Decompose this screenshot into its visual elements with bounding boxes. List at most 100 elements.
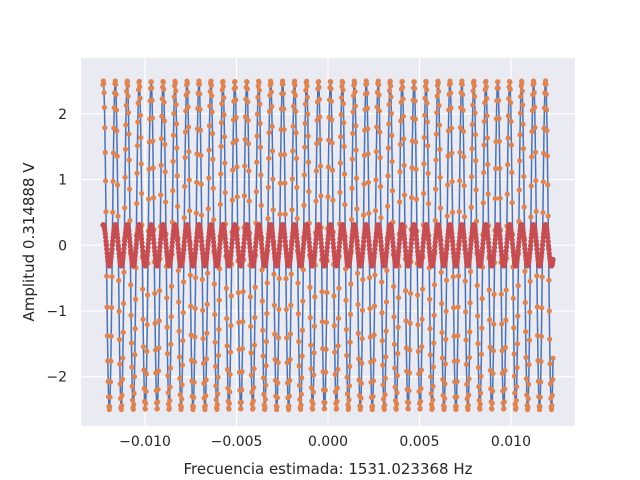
series-1-point <box>465 406 471 413</box>
series-1-point <box>484 95 490 102</box>
series-2-point <box>150 232 156 239</box>
series-1-point <box>263 338 270 345</box>
series-1-point <box>175 203 181 209</box>
series-1-point <box>228 293 234 299</box>
series-1-point <box>129 364 135 370</box>
series-2-point <box>140 248 146 254</box>
series-2-point <box>205 246 211 252</box>
series-1-point <box>437 146 443 152</box>
series-2-point <box>187 242 193 248</box>
series-2-point <box>223 240 229 246</box>
series-1-point <box>543 81 549 88</box>
series-1-point <box>156 288 163 294</box>
series-1-point <box>308 385 315 391</box>
series-1-point <box>511 325 517 331</box>
series-1-point <box>527 309 533 315</box>
series-1-point <box>388 83 394 89</box>
series-1-point <box>191 359 198 365</box>
series-1-point <box>501 405 507 412</box>
series-1-point <box>307 315 313 321</box>
series-1-point <box>544 153 551 159</box>
series-1-point <box>182 129 189 135</box>
series-1-point <box>230 167 236 173</box>
series-1-point <box>194 179 200 185</box>
series-1-point <box>371 357 377 363</box>
series-1-point <box>367 275 373 281</box>
series-2-point <box>109 242 115 248</box>
series-2-point <box>217 245 223 251</box>
series-1-point <box>251 342 258 348</box>
series-1-point <box>418 367 424 373</box>
series-1-point <box>293 130 299 136</box>
series-1-point <box>467 268 474 275</box>
series-1-point <box>294 216 300 222</box>
series-2-point <box>509 241 516 247</box>
series-1-point <box>431 340 437 346</box>
series-1-point <box>491 321 497 327</box>
series-1-point <box>496 138 503 145</box>
series-1-point <box>358 395 364 401</box>
series-1-point <box>122 205 128 211</box>
series-1-point <box>322 387 328 393</box>
series-1-point <box>120 329 126 336</box>
series-2-point <box>425 233 431 239</box>
series-1-point <box>214 402 220 408</box>
series-2-point <box>432 239 438 245</box>
series-1-point <box>247 294 253 300</box>
series-1-point <box>475 364 481 371</box>
series-1-point <box>113 107 120 113</box>
series-1-point <box>107 379 114 385</box>
series-1-point <box>156 345 162 351</box>
series-1-point <box>523 354 529 360</box>
series-1-point <box>208 78 214 84</box>
series-1-point <box>114 182 121 188</box>
series-1-point <box>278 151 284 158</box>
series-1-point <box>444 213 450 219</box>
series-1-point <box>503 317 509 323</box>
series-2-point <box>348 243 354 249</box>
series-1-point <box>283 306 289 313</box>
series-1-point <box>505 113 512 119</box>
series-2-point <box>126 235 133 241</box>
series-2-point <box>504 236 510 242</box>
series-1-point <box>255 94 261 100</box>
x-tick-label: −0.005 <box>211 434 263 450</box>
series-1-point <box>284 335 290 341</box>
series-1-point <box>199 212 205 218</box>
series-1-point <box>385 173 391 179</box>
series-2-point <box>540 238 546 244</box>
series-1-point <box>126 186 133 192</box>
series-1-point <box>475 341 481 347</box>
series-1-point <box>422 95 428 101</box>
series-1-point <box>209 93 215 99</box>
series-2-point <box>282 234 288 241</box>
series-1-point <box>514 341 521 347</box>
series-1-point <box>150 165 156 171</box>
series-1-point <box>215 352 222 359</box>
series-1-point <box>292 82 298 88</box>
series-1-point <box>347 363 353 369</box>
series-1-point <box>472 132 478 138</box>
series-1-point <box>257 101 263 107</box>
series-1-point <box>534 273 540 279</box>
series-1-point <box>522 300 528 306</box>
series-1-point <box>418 398 424 405</box>
series-1-point <box>379 279 385 285</box>
series-2-point <box>193 246 199 252</box>
series-1-point <box>204 301 210 307</box>
series-1-point <box>344 391 351 397</box>
series-2-point <box>527 247 533 253</box>
series-1-point <box>355 301 361 308</box>
series-1-point <box>338 134 344 140</box>
series-1-point <box>135 100 141 106</box>
series-1-point <box>186 149 192 155</box>
series-1-point <box>496 115 502 122</box>
series-1-point <box>450 274 456 280</box>
series-1-point <box>108 358 114 364</box>
series-1-point <box>374 104 380 110</box>
series-1-point <box>383 328 389 334</box>
series-1-point <box>430 397 436 403</box>
series-1-point <box>525 404 531 410</box>
series-1-point <box>149 85 155 91</box>
series-1-point <box>290 148 296 154</box>
